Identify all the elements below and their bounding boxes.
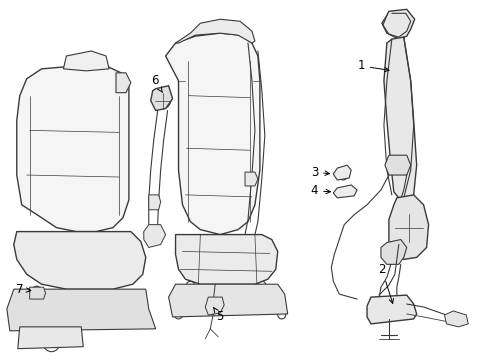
Text: 4: 4 [311, 184, 330, 197]
Circle shape [187, 281, 195, 289]
Circle shape [174, 311, 182, 319]
Text: 7: 7 [16, 283, 31, 296]
Circle shape [44, 336, 59, 352]
Polygon shape [382, 9, 415, 39]
Text: 5: 5 [214, 307, 224, 323]
Circle shape [32, 286, 42, 296]
Polygon shape [144, 225, 166, 247]
Polygon shape [333, 185, 357, 198]
Text: 6: 6 [151, 74, 163, 93]
Polygon shape [18, 327, 83, 349]
Polygon shape [166, 33, 260, 235]
Circle shape [278, 311, 286, 319]
Polygon shape [7, 289, 156, 331]
Polygon shape [30, 287, 46, 299]
Polygon shape [444, 311, 468, 327]
Text: 2: 2 [378, 263, 393, 303]
Polygon shape [17, 66, 129, 231]
Polygon shape [384, 37, 416, 200]
Polygon shape [175, 19, 255, 43]
Polygon shape [205, 297, 224, 315]
Polygon shape [333, 165, 351, 180]
Polygon shape [149, 195, 161, 210]
Polygon shape [381, 239, 407, 264]
Polygon shape [169, 284, 288, 317]
Text: 3: 3 [311, 166, 329, 179]
Polygon shape [385, 155, 411, 175]
Circle shape [258, 281, 266, 289]
Polygon shape [245, 172, 258, 186]
Polygon shape [175, 235, 278, 284]
Polygon shape [116, 73, 131, 93]
Polygon shape [63, 51, 109, 71]
Polygon shape [389, 195, 429, 260]
Text: 1: 1 [357, 59, 389, 72]
Polygon shape [14, 231, 146, 289]
Polygon shape [367, 295, 416, 324]
Polygon shape [151, 86, 172, 111]
